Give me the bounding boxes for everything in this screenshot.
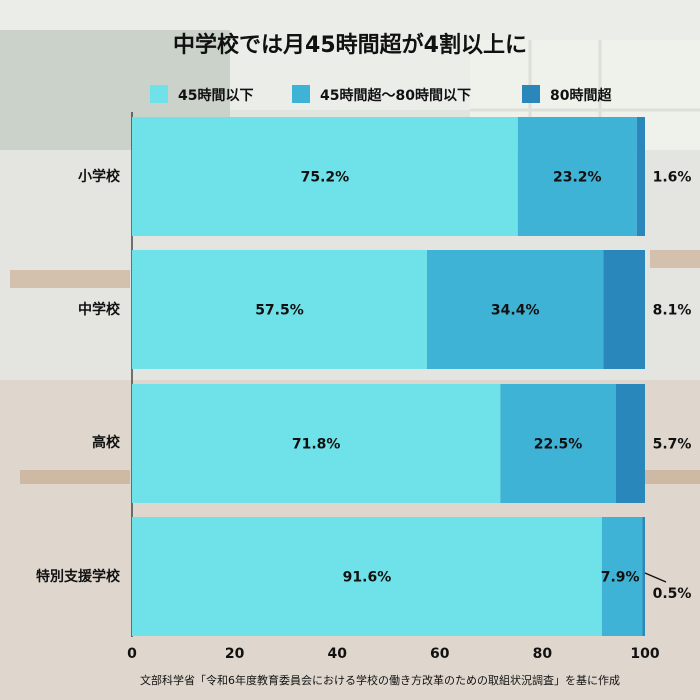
legend-swatch-80-over	[522, 85, 540, 103]
category-label-elementary: 小学校	[78, 168, 121, 185]
bar-junior-high-45-under	[132, 250, 427, 369]
data-labels: 75.2% 23.2% 1.6% 57.5% 34.4% 8.1% 71.8% 22.5% 5.…	[255, 170, 691, 603]
bar-elementary-80-over	[636, 117, 645, 236]
bar-special-support-45-80	[601, 517, 643, 636]
bar-elementary-45-under	[132, 117, 518, 236]
bar-elementary-45-80	[517, 117, 637, 236]
bar-high-school-45-under	[132, 384, 501, 503]
x-tick-100: 100	[630, 646, 659, 662]
category-labels: 小学校 中学校 高校 特別支援学校	[36, 168, 121, 585]
legend: 45時間以下 45時間超～80時間以下 80時間超	[150, 85, 612, 104]
data-label-high-school-45-under: 71.8%	[292, 437, 341, 453]
x-tick-20: 20	[225, 646, 245, 662]
data-label-special-support-45-under: 91.6%	[343, 570, 392, 586]
data-label-junior-high-80-over: 8.1%	[653, 303, 692, 319]
bars	[132, 117, 645, 636]
x-tick-0: 0	[127, 646, 137, 662]
source-note: 文部科学省「令和6年度教育委員会における学校の働き方改革のための取組状況調査」を…	[140, 673, 620, 687]
legend-label-45-80: 45時間超～80時間以下	[320, 87, 471, 104]
x-axis-ticks: 0 20 40 60 80 100	[127, 646, 660, 662]
bar-special-support-45-under	[132, 517, 602, 636]
bar-high-school-80-over	[615, 384, 645, 503]
data-label-elementary-45-80: 23.2%	[553, 170, 602, 186]
bar-junior-high-80-over	[603, 250, 645, 369]
legend-swatch-45-under	[150, 85, 168, 103]
data-label-junior-high-45-80: 34.4%	[491, 303, 540, 319]
category-label-high-school: 高校	[92, 434, 121, 451]
legend-label-80-over: 80時間超	[550, 87, 612, 104]
x-tick-60: 60	[430, 646, 450, 662]
bar-special-support-80-over	[642, 517, 645, 636]
x-tick-40: 40	[327, 646, 347, 662]
legend-label-45-under: 45時間以下	[178, 87, 253, 104]
x-tick-80: 80	[533, 646, 553, 662]
data-label-special-support-45-80: 7.9%	[601, 570, 640, 586]
data-label-elementary-80-over: 1.6%	[653, 170, 692, 186]
legend-swatch-45-80	[292, 85, 310, 103]
bar-junior-high-45-80	[426, 250, 604, 369]
chart-title: 中学校では月45時間超が4割以上に	[173, 32, 527, 58]
leader-line-special-support-80-over	[644, 572, 667, 583]
data-label-junior-high-45-under: 57.5%	[255, 303, 304, 319]
data-label-elementary-45-under: 75.2%	[301, 170, 350, 186]
bar-high-school-45-80	[500, 384, 616, 503]
data-label-high-school-80-over: 5.7%	[653, 437, 692, 453]
category-label-junior-high: 中学校	[78, 301, 121, 318]
data-label-high-school-45-80: 22.5%	[534, 437, 583, 453]
category-label-special-support: 特別支援学校	[36, 568, 121, 585]
data-label-special-support-80-over: 0.5%	[653, 586, 692, 602]
